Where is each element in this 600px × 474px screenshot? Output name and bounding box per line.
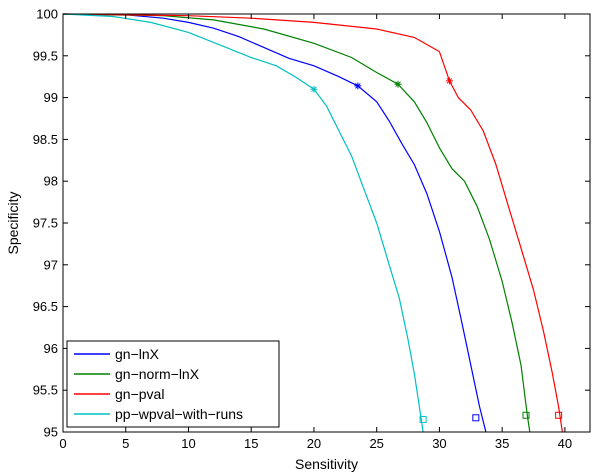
x-tick-label: 15 <box>244 436 258 451</box>
x-tick-label: 0 <box>59 436 66 451</box>
series-markers <box>310 77 563 423</box>
legend-box <box>66 340 280 428</box>
x-tick-label: 10 <box>181 436 195 451</box>
legend-entry: gn−pval <box>115 386 164 402</box>
series-line <box>62 13 563 433</box>
series-lines <box>62 13 563 433</box>
y-tick-label: 95.5 <box>33 383 58 398</box>
y-tick-label: 99 <box>44 90 58 105</box>
x-tick-label: 40 <box>558 436 572 451</box>
x-axis-label: Sensitivity <box>295 456 358 472</box>
asterisk-marker <box>394 80 402 88</box>
y-axis-ticks: 95 95.5 96 96.5 97 97.5 98 98.5 99 99.5 100 <box>33 7 590 440</box>
y-tick-label: 99.5 <box>33 48 58 63</box>
square-marker <box>522 411 530 419</box>
legend-entry: gn−norm−lnX <box>115 366 200 382</box>
asterisk-marker <box>445 77 453 85</box>
x-tick-label: 5 <box>122 436 129 451</box>
y-tick-label: 96 <box>44 341 58 356</box>
x-tick-label: 20 <box>307 436 321 451</box>
x-tick-label: 35 <box>495 436 509 451</box>
x-axis-ticks: 0 5 10 15 20 25 30 35 40 <box>59 14 572 451</box>
asterisk-marker <box>310 85 318 93</box>
y-axis-label: Specificity <box>5 191 21 254</box>
x-tick-label: 30 <box>432 436 446 451</box>
legend: gn−lnX gn−norm−lnX gn−pval pp−wpval−with−ru… <box>66 340 280 428</box>
series-line <box>62 13 424 433</box>
legend-entry: pp−wpval−with−runs <box>115 406 243 422</box>
y-tick-label: 97.5 <box>33 216 58 231</box>
y-tick-label: 95 <box>44 425 58 440</box>
square-marker <box>555 411 563 419</box>
square-marker <box>472 414 480 422</box>
square-marker <box>419 415 427 423</box>
y-tick-label: 98 <box>44 174 58 189</box>
y-tick-label: 96.5 <box>33 299 58 314</box>
y-tick-label: 100 <box>36 7 58 22</box>
series-line <box>62 13 487 433</box>
y-tick-label: 98.5 <box>33 132 58 147</box>
y-tick-label: 97 <box>44 257 58 272</box>
asterisk-marker <box>354 82 362 90</box>
legend-entry: gn−lnX <box>115 346 160 362</box>
x-tick-label: 25 <box>369 436 383 451</box>
series-line <box>62 13 531 433</box>
